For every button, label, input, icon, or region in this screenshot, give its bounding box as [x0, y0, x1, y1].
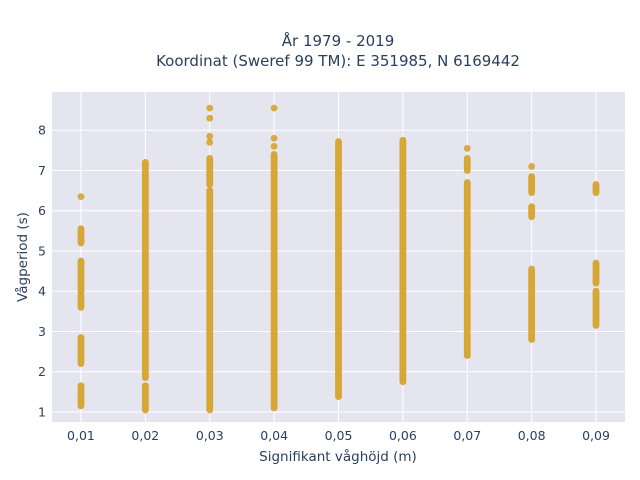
y-tick-label: 3: [38, 324, 46, 339]
chart-title-line1: År 1979 - 2019: [282, 31, 395, 50]
x-axis-label: Signifikant våghöjd (m): [259, 448, 417, 465]
data-point-cluster: [77, 334, 85, 368]
data-point-cluster: [77, 291, 85, 311]
x-tick-label: 0,04: [260, 428, 288, 443]
data-point: [270, 104, 278, 112]
data-point-cluster: [77, 257, 85, 295]
data-point-cluster: [270, 150, 278, 412]
data-points: [77, 104, 600, 414]
data-point-cluster: [463, 179, 471, 359]
point-column-0,03: [206, 104, 214, 414]
data-point-cluster: [399, 136, 407, 386]
y-tick-label: 7: [38, 163, 46, 178]
data-point: [206, 138, 214, 146]
point-column-0,04: [270, 104, 278, 412]
y-tick-label: 1: [38, 404, 46, 419]
data-point-cluster: [528, 265, 536, 343]
point-column-0,07: [463, 144, 471, 359]
point-column-0,02: [141, 159, 149, 414]
x-tick-label: 0,02: [131, 428, 159, 443]
data-point-cluster: [592, 259, 600, 287]
data-point-cluster: [528, 203, 536, 221]
data-point-cluster: [335, 138, 342, 401]
x-tick-label: 0,03: [196, 428, 224, 443]
data-point-cluster: [463, 155, 471, 174]
data-point-cluster: [592, 287, 600, 329]
chart-title-line2: Koordinat (Sweref 99 TM): E 351985, N 61…: [156, 52, 520, 70]
y-tick-label: 8: [38, 123, 46, 138]
y-axis-ticks: 1 2 3 4 5 6 7 8: [38, 123, 46, 420]
x-tick-label: 0,09: [582, 428, 610, 443]
y-tick-label: 4: [38, 284, 46, 299]
point-column-0,05: [335, 138, 342, 401]
data-point: [270, 142, 278, 150]
x-tick-label: 0,07: [453, 428, 481, 443]
point-column-0,01: [77, 193, 85, 410]
data-point-cluster: [528, 173, 536, 197]
y-axis-label: Vågperiod (s): [14, 212, 31, 302]
data-point-cluster: [206, 187, 214, 414]
data-point-cluster: [141, 159, 149, 382]
y-tick-label: 5: [38, 243, 46, 258]
data-point: [528, 163, 536, 170]
y-tick-label: 2: [38, 364, 46, 379]
x-tick-label: 0,05: [325, 428, 353, 443]
data-point-cluster: [77, 225, 85, 247]
point-column-0,06: [399, 136, 407, 386]
y-tick-label: 6: [38, 203, 46, 218]
data-point-cluster: [77, 382, 85, 410]
data-point-cluster: [206, 155, 214, 188]
data-point: [206, 132, 214, 140]
x-tick-label: 0,01: [67, 428, 95, 443]
x-tick-label: 0,06: [389, 428, 417, 443]
point-column-0,09: [592, 181, 600, 329]
data-point: [77, 193, 85, 201]
x-axis-ticks: 0,01 0,02 0,03 0,04 0,05 0,06 0,07 0,08 0,09: [67, 428, 610, 443]
data-point: [270, 134, 278, 142]
data-point-cluster: [141, 382, 149, 414]
data-point: [206, 114, 214, 122]
point-column-0,08: [528, 163, 536, 343]
x-tick-label: 0,08: [518, 428, 546, 443]
data-point-cluster: [592, 181, 600, 197]
data-point: [463, 144, 471, 152]
data-point: [206, 104, 214, 112]
